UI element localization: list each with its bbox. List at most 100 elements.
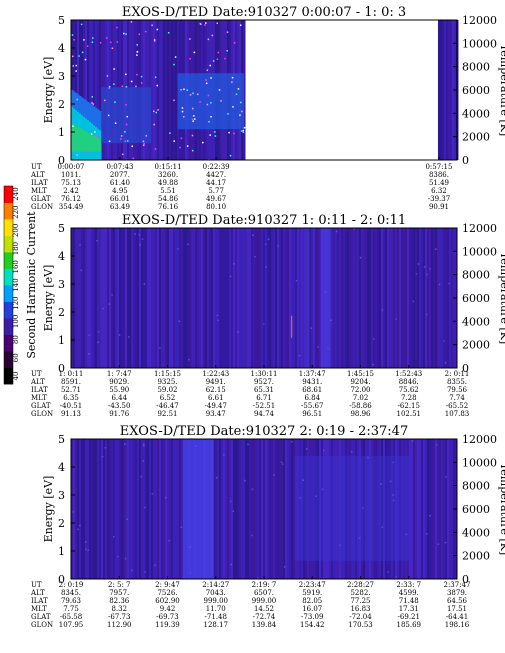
annotation-value-alt: 2077. [110, 171, 130, 179]
annotation-value-glat: -65.52 [446, 402, 468, 410]
annotation-value-alt: 9029. [109, 378, 129, 386]
annotation-value-ilat: 62.15 [206, 386, 226, 394]
temperature-tick-label: 0 [462, 573, 469, 586]
annotation-row-label: UT [31, 163, 42, 171]
temperature-axis-label: Temperature [K] [498, 463, 505, 555]
annotation-value-ilat: 72.00 [350, 386, 370, 394]
temperature-axis-label: Temperature [K] [498, 44, 505, 136]
annotation-value-alt: 4599. [399, 589, 419, 597]
annotation-value-mlt: 6.44 [111, 394, 127, 402]
annotation-value-ilat: 61.40 [110, 179, 130, 187]
colorbar-tick-label: 100 [12, 315, 20, 328]
annotation-row-label: GLON [31, 203, 53, 211]
energy-tick-label: 5 [58, 14, 65, 27]
panel-title: EXOS-D/TED Date:910327 0:00:07 - 1: 0: 3 [122, 5, 406, 20]
temperature-tick-label: 2000 [462, 550, 490, 563]
annotation-value-ilat: 77.25 [350, 597, 370, 605]
panel-title: EXOS-D/TED Date:910327 1: 0:11 - 2: 0:11 [122, 213, 406, 228]
annotation-value-glat: -71.48 [205, 613, 227, 621]
annotation-value-ut: 1: 0:11 [59, 370, 84, 378]
annotation-value-alt: 5282. [350, 589, 370, 597]
annotation-value-ut: 2:14:27 [202, 581, 229, 589]
panel-title: EXOS-D/TED Date:910327 2: 0:19 - 2:37:47 [120, 424, 408, 439]
temperature-axis: 0 2000 4000 6000 8000 10000 12000 Temperature [… [453, 433, 505, 586]
energy-tick-label: 1 [58, 545, 65, 558]
annotation-value-ilat: 51.49 [429, 179, 449, 187]
spectrogram-plot-area [71, 228, 458, 368]
annotation-value-ut: 2:19: 7 [252, 581, 277, 589]
temperature-tick-label: 10000 [462, 456, 497, 469]
annotation-value-alt: 8846. [399, 378, 419, 386]
annotation-value-mlt: 17.51 [447, 605, 467, 613]
annotation-value-mlt: 7.75 [63, 605, 79, 613]
spectrogram-panel-3: EXOS-D/TED Date:910327 2: 0:19 - 2:37:47… [30, 424, 505, 629]
annotation-value-mlt: 6.71 [256, 394, 272, 402]
annotation-value-ut: 2: 9:47 [155, 581, 180, 589]
energy-tick-label: 5 [58, 433, 65, 446]
energy-axis: 0 1 2 3 4 5 Energy [eV] [42, 222, 75, 375]
temperature-axis-label: Temperature [K] [498, 252, 505, 344]
temperature-tick-label: 2000 [462, 339, 490, 352]
annotation-value-glon: 112.90 [107, 621, 132, 629]
colorbar-tick-label: 80 [12, 335, 20, 344]
annotation-value-mlt: 16.07 [302, 605, 322, 613]
annotation-value-glon: 92.51 [157, 410, 177, 418]
annotation-value-ilat: 49.88 [158, 179, 178, 187]
energy-tick-label: 0 [58, 154, 65, 167]
annotation-value-ilat: 65.31 [254, 386, 274, 394]
annotation-value-ut: 2: 0:11 [445, 370, 470, 378]
energy-tick-label: 4 [58, 250, 65, 263]
annotation-value-glon: 96.51 [302, 410, 322, 418]
annotation-value-glon: 107.83 [445, 410, 470, 418]
annotation-value-glon: 128.17 [204, 621, 229, 629]
annotation-value-ilat: 602.90 [155, 597, 180, 605]
energy-tick-label: 2 [58, 306, 65, 319]
annotation-value-glon: 198.16 [445, 621, 470, 629]
annotation-value-mlt: 6.32 [431, 187, 447, 195]
energy-axis-label: Energy [eV] [42, 265, 55, 332]
annotation-row-label: MLT [31, 605, 47, 613]
annotation-value-mlt: 17.31 [399, 605, 419, 613]
energy-tick-label: 1 [58, 334, 65, 347]
annotation-value-mlt: 2.42 [63, 187, 79, 195]
annotation-row-label: GLAT [31, 195, 51, 203]
colorbar-segment [4, 318, 13, 335]
annotation-value-alt: 7043. [206, 589, 226, 597]
annotation-value-alt: 7957. [109, 589, 129, 597]
annotation-value-glon: 91.76 [109, 410, 130, 418]
annotation-value-alt: 8591. [61, 378, 81, 386]
annotation-value-alt: 7526. [157, 589, 177, 597]
annotation-value-ut: 2: 0:19 [59, 581, 84, 589]
colorbar-tick-label: 220 [12, 206, 20, 219]
annotation-value-glon: 354.49 [59, 203, 84, 211]
annotation-value-glat: -65.58 [60, 613, 82, 621]
annotation-value-glat: -43.50 [108, 402, 130, 410]
annotation-value-mlt: 7.02 [353, 394, 369, 402]
annotation-value-mlt: 7.74 [449, 394, 465, 402]
temperature-axis: 0 2000 4000 6000 8000 10000 12000 Temperature [… [453, 14, 505, 167]
annotation-value-alt: 9527. [254, 378, 274, 386]
annotation-value-glat: -72.04 [349, 613, 372, 621]
annotation-value-ilat: 999.00 [204, 597, 229, 605]
annotation-value-ut: 0:07:43 [106, 163, 133, 171]
annotation-value-glon: 102.51 [397, 410, 422, 418]
annotation-value-alt: 5919. [302, 589, 322, 597]
colorbar-segment [4, 252, 13, 269]
annotation-value-ut: 0:15:11 [155, 163, 182, 171]
annotation-value-mlt: 5.51 [160, 187, 176, 195]
annotation-value-glon: 107.95 [59, 621, 84, 629]
annotation-value-ut: 1:22:43 [202, 370, 229, 378]
colorbar-segment [4, 301, 13, 319]
annotation-value-ut: 1:15:15 [154, 370, 181, 378]
colorbar-segment [4, 285, 13, 302]
annotation-row-label: GLON [31, 410, 53, 418]
colorbar-segment [4, 219, 13, 236]
temperature-tick-label: 8000 [462, 61, 490, 74]
annotation-row-label: ILAT [31, 386, 48, 394]
spectrogram-panel-1: EXOS-D/TED Date:910327 0:00:07 - 1: 0: 3… [30, 5, 505, 211]
annotation-value-ilat: 64.56 [447, 597, 468, 605]
temperature-tick-label: 10000 [462, 245, 497, 258]
annotation-value-ut: 2:28:27 [347, 581, 374, 589]
